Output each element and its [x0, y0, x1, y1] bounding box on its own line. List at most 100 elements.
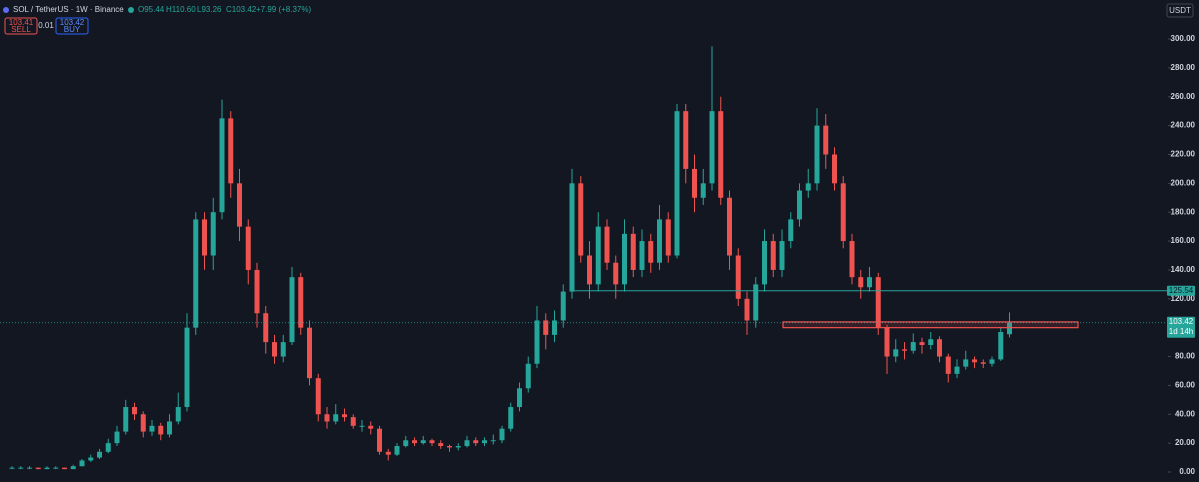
candle-body — [114, 431, 120, 444]
y-tick-label: 20.00 — [1175, 438, 1196, 447]
candle-body — [35, 467, 41, 470]
candle-body — [219, 118, 225, 213]
candle-body — [412, 440, 417, 444]
candle-body — [359, 425, 365, 427]
candle-body — [228, 118, 234, 184]
countdown-label: 1d 14h — [1169, 327, 1193, 336]
y-tick-label: 40.00 — [1175, 409, 1196, 418]
candle-body — [245, 226, 251, 270]
candle-body — [438, 443, 444, 447]
candle-body — [132, 407, 137, 415]
candle-body — [420, 440, 426, 444]
candle-body — [639, 241, 645, 270]
last-price-label: 103.42 — [1169, 317, 1194, 326]
candle-body — [954, 366, 960, 374]
candle-body — [937, 339, 942, 357]
candle-body — [202, 219, 207, 256]
candle-body — [945, 356, 951, 374]
candle-body — [18, 467, 24, 469]
buy-button[interactable] — [55, 17, 89, 35]
candle-body — [62, 467, 67, 470]
sell-price: 103.41 — [9, 18, 34, 27]
candle-body — [1007, 322, 1012, 335]
candle-body — [858, 277, 864, 288]
candle-body — [770, 241, 776, 270]
y-tick-label: 80.00 — [1175, 352, 1196, 361]
candle-body — [123, 407, 129, 432]
candle-body — [175, 407, 181, 422]
candle-body — [762, 241, 767, 285]
candle-body — [683, 111, 689, 169]
currency-button[interactable] — [1166, 3, 1194, 18]
candle-body — [797, 190, 802, 220]
spread: 0.01 — [38, 21, 54, 30]
y-tick-label: 140.00 — [1171, 265, 1196, 274]
candle-body — [105, 443, 111, 452]
candle-body — [692, 168, 697, 198]
candle-body — [368, 425, 374, 429]
y-tick-label: 220.00 — [1171, 150, 1196, 159]
candle-body — [447, 446, 452, 448]
candle-body — [158, 425, 164, 435]
y-tick-label: 300.00 — [1171, 34, 1196, 43]
candle-body — [455, 446, 461, 448]
y-tick-label: 0.00 — [1179, 467, 1195, 476]
candle-body — [140, 414, 146, 432]
candle-body — [44, 467, 50, 470]
candle-body — [665, 219, 671, 256]
y-tick-label: 120.00 — [1171, 294, 1196, 303]
candle-body — [27, 467, 32, 469]
candle-body — [97, 451, 102, 458]
candle-body — [622, 233, 627, 285]
candle-body — [560, 291, 566, 321]
candle-body — [298, 277, 304, 328]
candle-body — [350, 417, 356, 426]
sell-label: SELL — [11, 25, 31, 34]
candle-body — [700, 183, 706, 198]
y-tick-label: 60.00 — [1175, 381, 1196, 390]
candle-body — [674, 111, 680, 256]
candle-body — [79, 460, 85, 467]
candle-body — [193, 219, 199, 328]
level-label: 125.54 — [1169, 286, 1194, 295]
candle-body — [893, 349, 899, 357]
candle-body — [928, 339, 934, 345]
candle-body — [788, 219, 794, 242]
candle-body — [534, 320, 540, 364]
candle-body — [910, 342, 916, 351]
candle-body — [989, 359, 995, 364]
candle-body — [342, 414, 347, 418]
candle-body — [53, 467, 59, 469]
y-tick-label: 160.00 — [1171, 236, 1196, 245]
candle-body — [482, 440, 487, 444]
level-tag — [1167, 285, 1195, 296]
candle-body — [867, 277, 872, 288]
candle-body — [972, 359, 977, 363]
ohlc-value: L93.26 — [197, 5, 222, 14]
candle-body — [779, 241, 785, 270]
status-dot — [128, 7, 134, 13]
candle-body — [385, 451, 391, 455]
last-price-tag — [1167, 316, 1195, 338]
buy-label: BUY — [64, 25, 81, 34]
candle-body — [569, 183, 575, 292]
candle-body — [272, 342, 277, 357]
candle-body — [263, 313, 269, 343]
candle-body — [490, 440, 496, 442]
candle-body — [333, 414, 339, 422]
candle-body — [648, 241, 654, 263]
candle-body — [919, 342, 925, 345]
candle-body — [735, 255, 741, 299]
candle-body — [377, 428, 382, 452]
candle-body — [184, 327, 190, 408]
candle-body — [394, 446, 400, 455]
candle-body — [980, 362, 986, 364]
candle-body — [805, 183, 811, 191]
candle-body — [289, 277, 295, 343]
candle-body — [630, 233, 636, 270]
sell-button[interactable] — [4, 17, 38, 35]
resistance-zone — [782, 321, 1079, 329]
candle-body — [963, 359, 969, 367]
symbol-icon — [3, 7, 9, 13]
